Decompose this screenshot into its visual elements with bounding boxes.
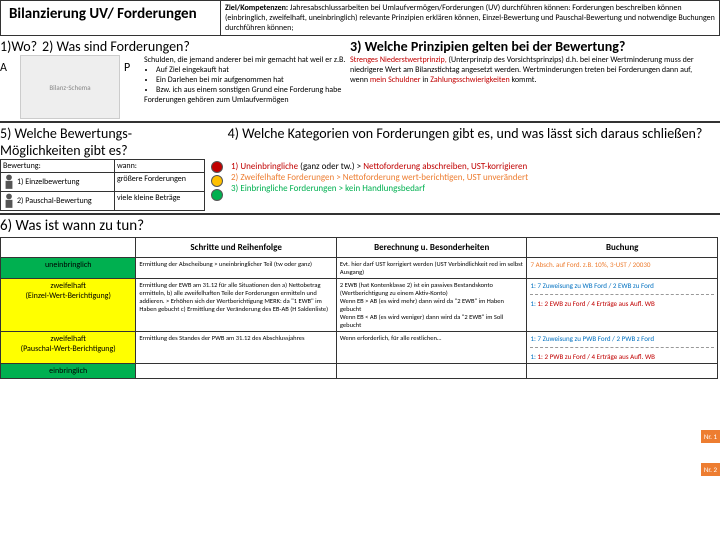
step-zw2: Ermittlung des Standes der PWB am 31.12 … xyxy=(136,332,337,364)
q3-heading: 3) Welche Prinzipien gelten bei der Bewe… xyxy=(350,38,700,55)
desc-intro: Schulden, die jemand anderer bei mir gem… xyxy=(144,55,345,65)
header-row: Bilanzierung UV/ Forderungen Ziel/Kompet… xyxy=(0,0,720,36)
q5-heading: 5) Welche Bewertungs-Möglichkeiten gibt … xyxy=(0,125,210,159)
cat-zw2: zweifelhaft (Pauschal-Wert-Berichtigung) xyxy=(1,332,136,364)
tbl1-r1b: größere Forderungen xyxy=(114,173,204,192)
cat-unein: uneinbringlich xyxy=(1,258,136,279)
prinz-highlight: Strenges Niederstwertprinzip, xyxy=(350,55,447,65)
q1-heading: 1)Wo? xyxy=(0,38,42,55)
q6-heading: 6) Was ist wann zu tun? xyxy=(0,217,720,235)
tag-1: Nr. 1 xyxy=(701,430,720,443)
step-unein: Ermittlung der Abscheibung > uneinbringl… xyxy=(136,258,337,279)
categories-box: 1) Uneinbringliche (ganz oder tw.) > Net… xyxy=(205,159,720,211)
th-steps: Schritte und Reihenfolge xyxy=(136,238,337,258)
divider-1 xyxy=(0,121,720,123)
content-row-1: A Bilanz-Schema P Schulden, die jemand a… xyxy=(0,55,720,119)
questions-row-2: 5) Welche Bewertungs-Möglichkeiten gibt … xyxy=(0,125,720,159)
cat-ein: einbringlich xyxy=(1,364,136,379)
side-tags: Nr. 1 Nr. 2 xyxy=(701,430,720,476)
traffic-light-icon xyxy=(205,159,229,211)
divider-2 xyxy=(0,213,720,215)
th-book: Buchung xyxy=(527,238,718,258)
label-p: P xyxy=(120,55,140,119)
row-zweifelhaft-ewb: zweifelhaft (Einzel-Wert-Berichtigung) E… xyxy=(1,279,718,332)
page-title: Bilanzierung UV/ Forderungen xyxy=(1,1,221,35)
ziel-label: Ziel/Kompetenzen: xyxy=(225,3,288,13)
ziel-text: Jahresabschlussarbeiten bei Umlaufvermög… xyxy=(225,3,715,33)
calc-unein: Evt. hier darf UST korrigiert werden (US… xyxy=(336,258,527,279)
light-yellow xyxy=(211,175,223,187)
light-green xyxy=(211,189,223,201)
forderungen-description: Schulden, die jemand anderer bei mir gem… xyxy=(140,55,350,119)
th-calc: Berechnung u. Besonderheiten xyxy=(336,238,527,258)
calc-zw2: Wenn erforderlich, für alle restlichen… xyxy=(336,332,527,364)
calc-zw1: 2 EWB (hat Kontenklasse 2) ist ein passi… xyxy=(336,279,527,332)
desc-bullet-2: Ein Darlehen bei mir aufgenommen hat xyxy=(156,75,350,85)
balance-diagram: Bilanz-Schema xyxy=(20,55,120,119)
desc-outro: Forderungen gehören zum Umlaufvermögen xyxy=(144,95,289,105)
label-a: A xyxy=(0,55,20,119)
q4-heading: 4) Welche Kategorien von Forderungen gib… xyxy=(210,125,720,159)
tbl1-r2a: 2) Pauschal-Bewertung xyxy=(1,192,115,211)
desc-bullet-3: Bzw. ich aus einem sonstigen Grund eine … xyxy=(156,85,350,95)
principles-text: Strenges Niederstwertprinzip, (Unterprin… xyxy=(350,55,700,119)
cat-zw1: zweifelhaft (Einzel-Wert-Berichtigung) xyxy=(1,279,136,332)
desc-bullet-1: Auf Ziel eingekauft hat xyxy=(156,65,350,75)
tag-2: Nr. 2 xyxy=(701,463,720,476)
book-zw2: 1: 7 Zuweisung zu PWB Ford / 2 PWB z For… xyxy=(527,332,718,364)
row-zweifelhaft-pwb: zweifelhaft (Pauschal-Wert-Berichtigung)… xyxy=(1,332,718,364)
tbl1-r2b: viele kleine Beträge xyxy=(114,192,204,211)
content-row-2: Bewertung:wann: 1) Einzelbewertunggrößer… xyxy=(0,159,720,211)
q2-heading: 2) Was sind Forderungen? xyxy=(42,38,350,55)
tbl1-h1: Bewertung: xyxy=(1,160,115,173)
questions-row: 1)Wo? 2) Was sind Forderungen? 3) Welche… xyxy=(0,38,720,55)
th-empty xyxy=(1,238,136,258)
bewertung-table: Bewertung:wann: 1) Einzelbewertunggrößer… xyxy=(0,159,205,211)
tbl1-r1a: 1) Einzelbewertung xyxy=(1,173,115,192)
row-einbringlich: einbringlich xyxy=(1,364,718,379)
step-zw1: Ermittlung der EWB am 31.12 für alle Sit… xyxy=(136,279,337,332)
book-unein: 7 Absch. auf Ford. z.B. 10%, 3-UST / 200… xyxy=(527,258,718,279)
actions-table: Schritte und Reihenfolge Berechnung u. B… xyxy=(0,237,718,379)
book-zw1: 1: 7 Zuweisung zu WB Ford / 2 EWB zu For… xyxy=(527,279,718,332)
tbl1-h2: wann: xyxy=(114,160,204,173)
categories-text: 1) Uneinbringliche (ganz oder tw.) > Net… xyxy=(229,159,530,211)
competencies-box: Ziel/Kompetenzen: Jahresabschlussarbeite… xyxy=(221,1,719,35)
row-uneinbringlich: uneinbringlich Ermittlung der Abscheibun… xyxy=(1,258,718,279)
light-red xyxy=(211,161,223,173)
